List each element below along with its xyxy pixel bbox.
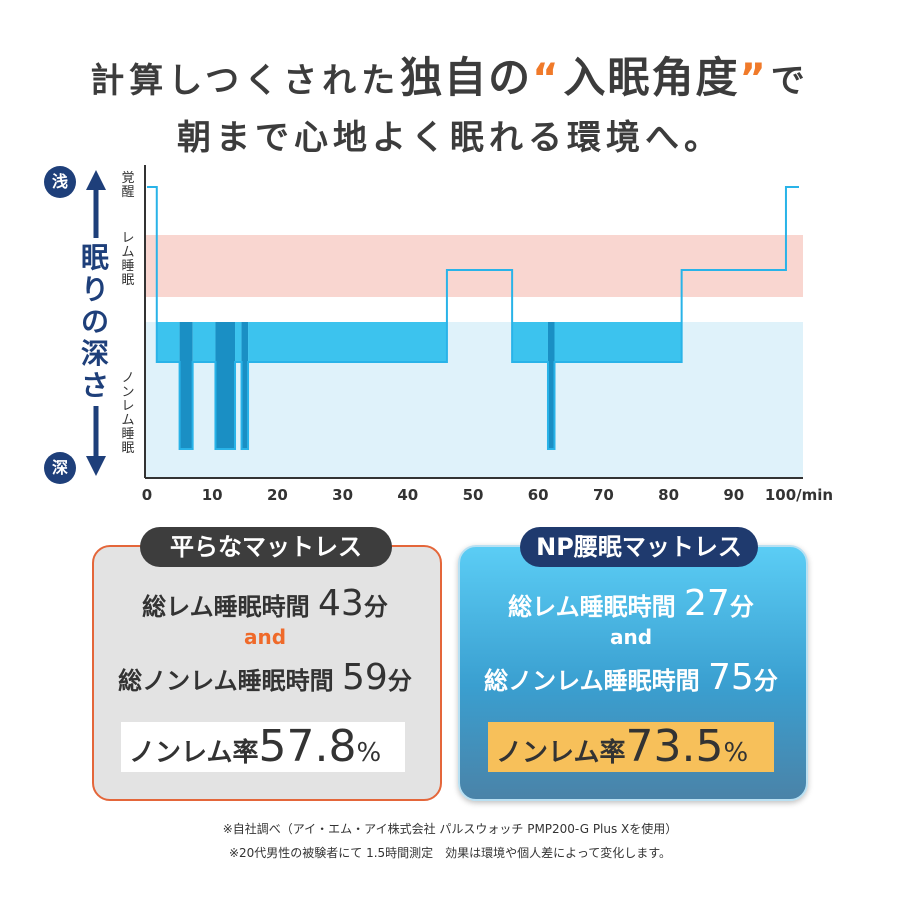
- headline-text-c: 入眠角度: [563, 53, 740, 102]
- x-tick-label: 100/min: [765, 486, 833, 504]
- stage-awake-label: 覚醒: [121, 171, 135, 200]
- left-nonrem-value: 59: [342, 657, 388, 698]
- left-rate-unit: %: [356, 738, 382, 768]
- right-and: and: [609, 625, 653, 649]
- x-tick-label: 0: [142, 486, 152, 504]
- left-nonrem-unit: 分: [387, 667, 412, 695]
- stage-rem-label: レム睡眠: [121, 231, 135, 288]
- nonrem-fill: [248, 322, 447, 362]
- left-rate-label: ノンレム率: [129, 738, 259, 768]
- stage-nonrem-label: ノンレム睡眠: [121, 371, 135, 456]
- right-rate-value: 73.5: [625, 721, 724, 772]
- flat-mattress-tab: 平らなマットレス: [140, 527, 392, 567]
- headline-text-a: 計算しつくされた: [90, 61, 401, 101]
- deep-badge: 深: [44, 452, 76, 484]
- nonrem-fill: [192, 322, 216, 362]
- headline-text-d: で: [770, 61, 810, 101]
- series-line: [147, 186, 799, 450]
- right-nonrem-line: 総ノンレム睡眠時間 75分: [458, 657, 804, 698]
- np-mattress-tab: NP腰眠マットレス: [520, 527, 758, 567]
- footnote-2: ※20代男性の被験者にて 1.5時間測定 効果は環境や個人差によって変化します。: [228, 846, 672, 860]
- right-rem-unit: 分: [729, 593, 754, 621]
- x-tick-labels: 0 10 20 30 40 50 60 70 80 90 100/min: [142, 486, 833, 504]
- right-rem-label: 総レム睡眠時間: [508, 593, 676, 621]
- right-nonrem-value: 75: [708, 657, 754, 698]
- right-rate-label: ノンレム率: [496, 738, 626, 768]
- right-nonrem-label: 総ノンレム睡眠時間: [484, 667, 700, 695]
- right-rate-unit: %: [723, 738, 749, 768]
- x-tick-label: 70: [593, 486, 614, 504]
- rem-band: [145, 235, 803, 297]
- x-tick-label: 30: [332, 486, 353, 504]
- close-quote: ”: [739, 56, 771, 102]
- left-rate-box: ノンレム率57.8%: [121, 722, 405, 772]
- sleep-depth-chart: 0 10 20 30 40 50 60 70 80 90 100/min: [86, 165, 833, 504]
- right-rem-value: 27: [684, 583, 730, 624]
- x-tick-label: 80: [658, 486, 679, 504]
- x-tick-label: 20: [267, 486, 288, 504]
- depth-fill-group: [156, 322, 682, 449]
- down-arrow-icon: [86, 456, 106, 476]
- deep-sleep-dip: [215, 322, 236, 449]
- right-rate-box: ノンレム率73.5%: [488, 722, 774, 772]
- nonrem-fill: [512, 322, 548, 362]
- x-tick-label: 60: [528, 486, 549, 504]
- left-rem-unit: 分: [363, 593, 388, 621]
- right-rem-line: 総レム睡眠時間 27分: [458, 583, 804, 624]
- left-rem-line: 総レム睡眠時間 43分: [92, 583, 438, 624]
- deep-sleep-dip: [241, 322, 249, 449]
- nonrem-fill: [554, 322, 682, 362]
- right-nonrem-unit: 分: [753, 667, 778, 695]
- nonrem-fill: [156, 322, 180, 362]
- left-nonrem-label: 総ノンレム睡眠時間: [118, 667, 334, 695]
- up-arrow-icon: [86, 170, 106, 190]
- left-rem-value: 43: [318, 583, 364, 624]
- deep-sleep-dip: [547, 322, 555, 449]
- depth-axis-title: 眠りの深さ: [78, 238, 112, 406]
- x-tick-label: 10: [202, 486, 223, 504]
- headline-text-b: 独自の: [400, 53, 533, 102]
- shallow-badge: 浅: [44, 166, 76, 198]
- nonrem-fill: [235, 322, 242, 362]
- left-nonrem-line: 総ノンレム睡眠時間 59分: [92, 657, 438, 698]
- left-rem-label: 総レム睡眠時間: [142, 593, 310, 621]
- headline-line1: 計算しつくされた独自の“入眠角度”で: [0, 44, 900, 105]
- open-quote: “: [532, 56, 564, 102]
- footnote-1: ※自社調べ（アイ・エム・アイ株式会社 パルスウォッチ PMP200-G Plus…: [222, 822, 678, 836]
- x-tick-label: 50: [463, 486, 484, 504]
- x-tick-label: 40: [397, 486, 418, 504]
- deep-sleep-dip: [179, 322, 193, 449]
- headline-line2: 朝まで心地よく眠れる環境へ。: [177, 118, 723, 158]
- x-tick-label: 90: [723, 486, 744, 504]
- left-rate-value: 57.8: [258, 721, 357, 772]
- left-and: and: [243, 625, 287, 649]
